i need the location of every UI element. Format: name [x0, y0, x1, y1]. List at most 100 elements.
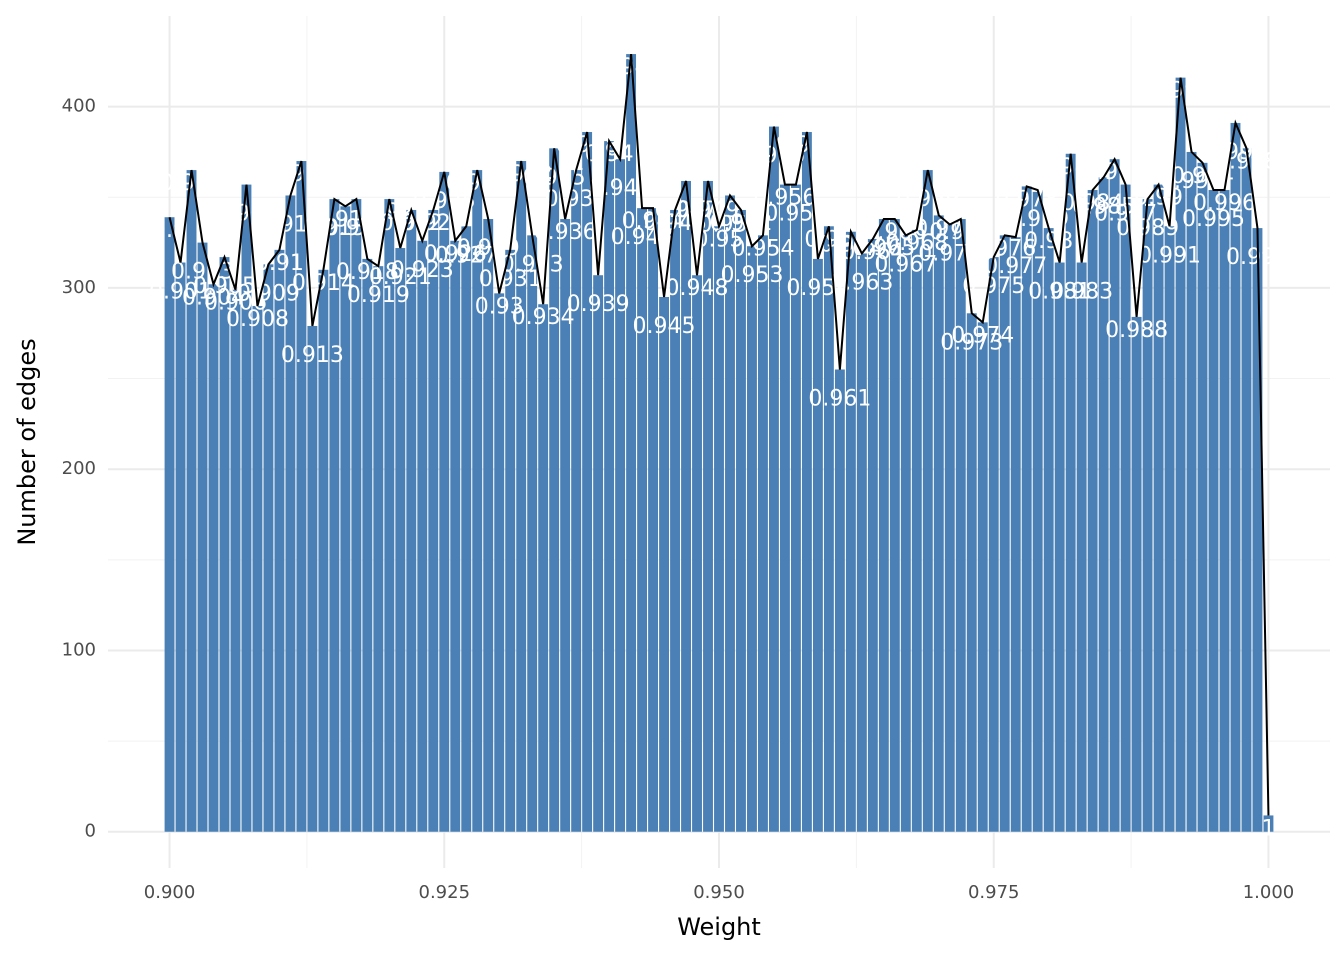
bar	[263, 264, 274, 832]
bar	[197, 242, 208, 832]
bar	[296, 161, 307, 832]
bar	[1186, 151, 1197, 832]
bar	[988, 257, 999, 832]
bar-label: 0.991	[1138, 243, 1201, 268]
bar-label: 0.956	[753, 186, 816, 211]
bar-label: 0.961	[808, 386, 871, 411]
bar	[1175, 77, 1186, 832]
bar-label: 0.936	[534, 220, 597, 245]
bar	[527, 235, 538, 832]
bar-label: 0.947	[655, 198, 718, 223]
bar	[538, 304, 549, 832]
bar	[966, 313, 977, 832]
bar-label: 0.924	[402, 211, 465, 236]
bar-label: 0.983	[1050, 280, 1113, 305]
bar	[736, 209, 746, 832]
bar-label: 0.939	[567, 292, 630, 317]
bar	[1109, 159, 1120, 832]
bar	[911, 229, 922, 832]
bar	[1219, 190, 1230, 832]
bar	[1032, 190, 1043, 832]
bar	[626, 54, 637, 832]
bar	[900, 235, 911, 832]
bar-label: 0.955	[742, 144, 805, 169]
bar	[208, 284, 219, 832]
bar-label: 1	[1261, 816, 1275, 841]
bar-label: 0.9	[152, 218, 187, 243]
y-tick-label: 200	[62, 458, 96, 479]
x-tick-label: 0.900	[144, 882, 196, 903]
bar-label: 0.965	[852, 236, 915, 261]
bar-label: 0.969	[896, 187, 959, 212]
bar-label: 0.973	[940, 330, 1003, 355]
bar	[845, 231, 856, 832]
bar	[878, 219, 889, 832]
bar	[230, 289, 241, 832]
bar	[428, 209, 439, 832]
x-tick-label: 1.000	[1243, 882, 1295, 903]
bar-label: 0.911	[259, 212, 322, 237]
bar-label: 0.913	[281, 343, 344, 368]
bar	[779, 184, 790, 832]
bar	[1120, 184, 1131, 832]
bar	[955, 219, 966, 832]
bar-label: 0.91	[255, 251, 304, 276]
bar	[867, 238, 878, 832]
bar	[549, 148, 560, 832]
x-tick-label: 0.925	[419, 882, 471, 903]
bar-label: 0.909	[237, 281, 300, 306]
bar-label: 0.985	[1072, 194, 1135, 219]
bar-label: 0.943	[611, 225, 674, 250]
bar	[823, 226, 834, 832]
bar-label: 0.975	[962, 274, 1025, 299]
bar	[714, 226, 724, 832]
bar	[164, 217, 175, 832]
bar	[1043, 228, 1054, 832]
bar-label: 0.988	[1105, 318, 1168, 343]
bar	[801, 132, 812, 832]
bar-label: 0.971	[918, 241, 981, 266]
bar	[703, 180, 713, 832]
bar-label: 0.964	[841, 240, 904, 265]
bar	[329, 199, 340, 832]
bar	[944, 224, 955, 832]
bar	[856, 253, 867, 832]
bar	[395, 248, 406, 832]
bar-label: 0.937	[545, 187, 608, 212]
bar	[252, 306, 263, 832]
bar	[1131, 316, 1142, 832]
bar	[999, 235, 1010, 832]
bar	[834, 369, 845, 832]
bar-label: 0.933	[501, 252, 564, 277]
bar	[1010, 237, 1021, 832]
bar	[186, 170, 197, 832]
bar	[472, 170, 483, 832]
bar	[384, 199, 395, 832]
bar-label: 0.945	[633, 314, 696, 339]
y-tick-label: 300	[62, 277, 96, 298]
bar	[582, 132, 593, 832]
bar	[1208, 190, 1219, 832]
bar	[219, 257, 230, 832]
bar	[670, 209, 680, 832]
bar	[362, 258, 373, 832]
bar-label: 0.923	[391, 258, 454, 283]
bar-label: 0.918	[336, 260, 399, 285]
bar-label: 0.931	[479, 267, 542, 292]
bar	[681, 180, 691, 832]
bar-label: 0.995	[1182, 207, 1245, 232]
bar	[769, 126, 779, 832]
bar	[1230, 122, 1241, 832]
bar-label: 0.966	[863, 220, 926, 245]
bar	[1087, 190, 1098, 832]
bar-label: 0.994	[1171, 164, 1234, 189]
bar	[505, 249, 516, 832]
bar-label: 0.997	[1204, 140, 1267, 165]
bar	[450, 240, 461, 832]
bar-label: 0.905	[193, 274, 256, 299]
bar	[340, 206, 351, 832]
bar	[889, 219, 900, 832]
bar	[274, 249, 285, 832]
bar-label: 0.977	[984, 254, 1047, 279]
